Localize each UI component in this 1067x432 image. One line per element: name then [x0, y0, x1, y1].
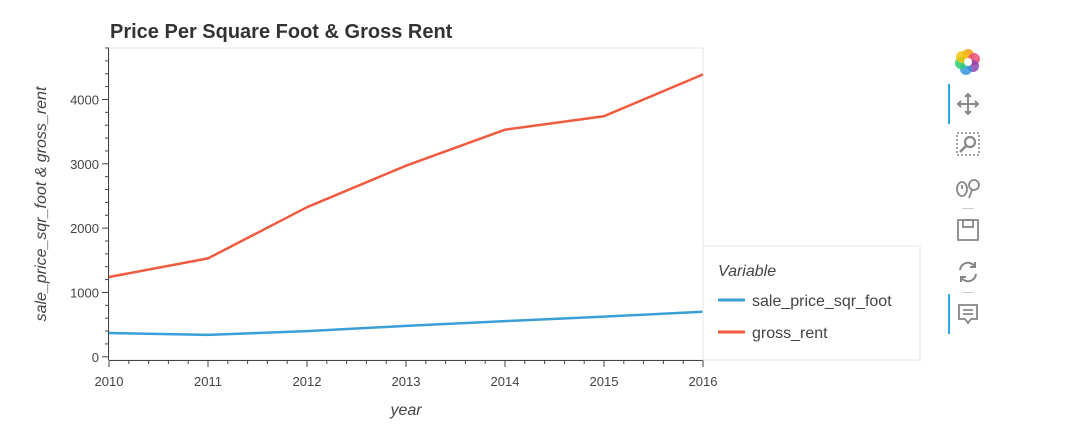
- legend-box: [702, 245, 921, 361]
- toolbar-separator: [962, 208, 974, 209]
- x-tick-label: 2013: [392, 374, 421, 389]
- save-icon[interactable]: [954, 216, 982, 244]
- series-line-gross-rent[interactable]: [108, 73, 704, 279]
- plot-area[interactable]: [108, 47, 704, 361]
- box-zoom-icon[interactable]: [954, 130, 982, 158]
- bokeh-logo-icon[interactable]: [954, 48, 982, 76]
- x-tick-label: 2010: [95, 374, 124, 389]
- y-tick-label: 4000: [70, 92, 99, 107]
- toolbar: [948, 44, 988, 344]
- y-tick-label: 1000: [70, 285, 99, 300]
- wheel-zoom-icon[interactable]: [954, 174, 982, 202]
- x-axis-label: year: [389, 402, 422, 419]
- toolbar-separator: [962, 292, 974, 293]
- hover-icon[interactable]: [948, 294, 982, 334]
- y-axis-label: sale_price_sqr_foot & gross_rent: [33, 86, 50, 321]
- series-line-sale-price-sqr-foot[interactable]: [108, 310, 704, 337]
- legend: Variable sale_price_sqr_foot gross_rent: [702, 245, 921, 361]
- y-tick-label: 0: [92, 350, 99, 365]
- series-layer: [108, 73, 704, 337]
- y-tick-label: 2000: [70, 221, 99, 236]
- reset-icon[interactable]: [954, 258, 982, 286]
- y-tick-label: 3000: [70, 157, 99, 172]
- legend-title: Variable: [718, 263, 776, 280]
- x-tick-label: 2014: [491, 374, 520, 389]
- pan-icon[interactable]: [948, 84, 982, 124]
- axes: 2010 2011 2012 2013 2014 2015 2016 0 1000 2000 300…: [70, 47, 718, 389]
- x-tick-label: 2016: [689, 374, 718, 389]
- legend-entry-sale-price: sale_price_sqr_foot: [752, 293, 892, 310]
- chart-title: Price Per Square Foot & Gross Rent: [110, 21, 453, 43]
- x-tick-label: 2012: [293, 374, 322, 389]
- x-tick-label: 2015: [590, 374, 619, 389]
- legend-entry-gross-rent: gross_rent: [752, 325, 828, 342]
- x-tick-label: 2011: [194, 374, 222, 389]
